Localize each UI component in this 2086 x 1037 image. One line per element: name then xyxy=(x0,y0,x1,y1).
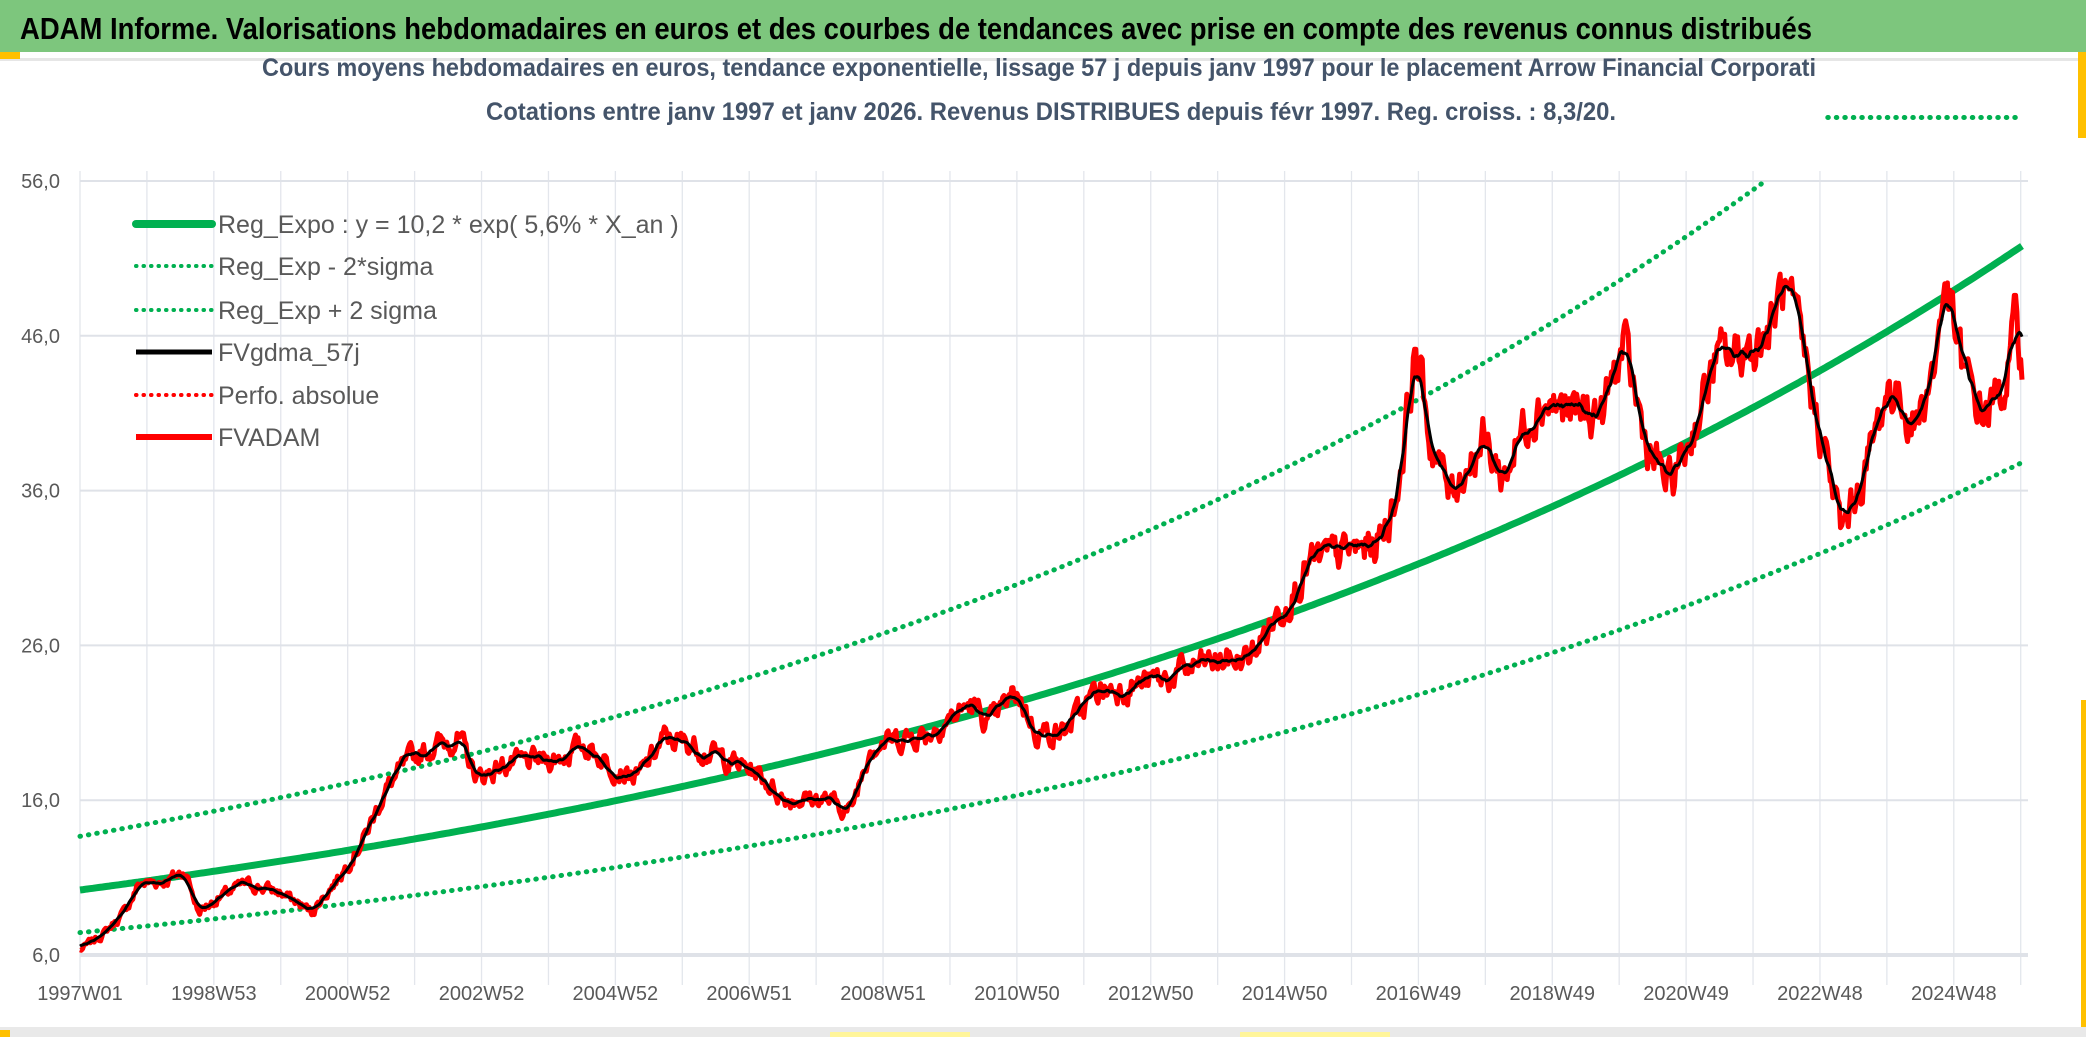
x-tick-label: 2016W49 xyxy=(1376,983,1462,1005)
x-tick-label: 2012W50 xyxy=(1108,983,1194,1005)
y-tick-label: 56,0 xyxy=(21,171,60,193)
selection-handle-bottom-2[interactable] xyxy=(1240,1032,1390,1037)
x-tick-label: 2010W50 xyxy=(974,983,1060,1005)
selection-handle-top-left[interactable] xyxy=(0,52,20,59)
header-title: ADAM Informe. Valorisations hebdomadaire… xyxy=(20,11,1812,46)
x-axis: 1997W01 1998W53 2000W52 2002W52 2004W52 2006W… xyxy=(37,983,1996,1005)
x-tick-label: 1997W01 xyxy=(37,983,123,1005)
x-tick-label: 2006W51 xyxy=(706,983,792,1005)
y-tick-label: 46,0 xyxy=(21,326,60,348)
fvgdma-57j-line xyxy=(79,284,2024,948)
x-tick-label: 2024W48 xyxy=(1911,983,1997,1005)
x-tick-label: 1998W53 xyxy=(171,983,257,1005)
plot-area xyxy=(77,115,2025,953)
x-tick-label: 2014W50 xyxy=(1242,983,1328,1005)
x-tick-label: 2020W49 xyxy=(1643,983,1729,1005)
reg-exp-plus-2sigma-line xyxy=(77,115,2025,839)
selection-handle-right[interactable] xyxy=(2081,700,2086,1037)
y-axis: 56,0 46,0 36,0 26,0 16,0 6,0 xyxy=(21,171,60,967)
x-tick-label: 2000W52 xyxy=(305,983,391,1005)
x-tick-label: 2022W48 xyxy=(1777,983,1863,1005)
selection-handle-bottom-left[interactable] xyxy=(0,1030,10,1037)
title-bar xyxy=(0,0,2086,52)
chart-title: Cours moyens hebdomadaires en euros, ten… xyxy=(262,54,1816,82)
legend-label: Perfo. absolue xyxy=(218,382,379,410)
legend-label: Reg_Exp - 2*sigma xyxy=(218,253,433,281)
x-tick-label: 2008W51 xyxy=(840,983,926,1005)
legend-label: FVADAM xyxy=(218,424,320,452)
y-tick-label: 16,0 xyxy=(21,790,60,812)
selection-handle-bottom[interactable] xyxy=(830,1032,970,1037)
title-divider xyxy=(0,58,2080,61)
gridlines xyxy=(79,171,2028,985)
legend-label: Reg_Exp + 2 sigma xyxy=(218,297,437,325)
chart-bottom-border xyxy=(0,1027,2086,1037)
reg-exp-minus-2sigma-line xyxy=(77,460,2025,936)
legend-label: FVgdma_57j xyxy=(218,339,360,367)
x-tick-label: 2002W52 xyxy=(439,983,525,1005)
y-tick-label: 6,0 xyxy=(32,945,60,967)
x-tick-label: 2018W49 xyxy=(1509,983,1595,1005)
chart-subtitle: Cotations entre janv 1997 et janv 2026. … xyxy=(486,98,1616,126)
legend: Reg_Expo : y = 10,2 * exp( 5,6% * X_an )… xyxy=(132,211,679,452)
y-tick-label: 36,0 xyxy=(21,481,60,503)
y-tick-label: 26,0 xyxy=(21,635,60,657)
x-tick-label: 2004W52 xyxy=(573,983,659,1005)
legend-label: Reg_Expo : y = 10,2 * exp( 5,6% * X_an ) xyxy=(218,211,679,239)
selection-handle-top-right[interactable] xyxy=(2078,52,2086,138)
